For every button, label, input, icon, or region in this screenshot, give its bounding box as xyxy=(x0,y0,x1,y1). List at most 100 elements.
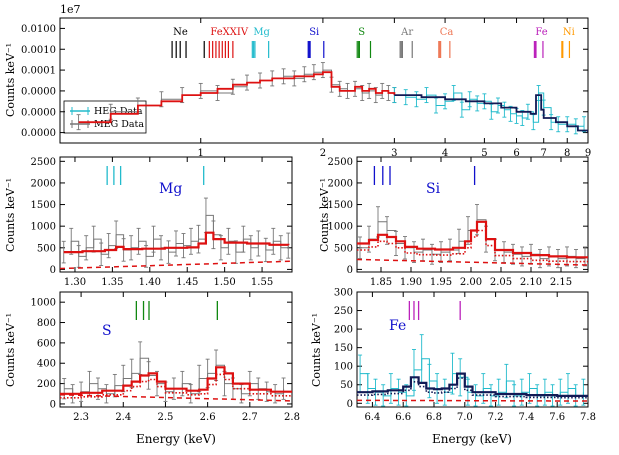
plot-area-s xyxy=(60,341,292,404)
element-label-si: Si xyxy=(309,27,319,38)
element-lines-ni: Ni xyxy=(561,27,575,58)
overview-y-label: Counts keV⁻¹ xyxy=(4,43,17,117)
series-continuum xyxy=(60,260,292,270)
x-tick-label: 2.6 xyxy=(200,412,216,423)
s-x-label: Energy (keV) xyxy=(136,432,216,446)
data-step-line xyxy=(360,219,586,260)
model-dotted-line xyxy=(357,377,588,399)
x-tick-label: 7.8 xyxy=(580,412,596,423)
x-tick-label: 1.40 xyxy=(139,277,161,288)
y-tick-label: 1500 xyxy=(328,200,353,211)
x-tick-label: 2.10 xyxy=(520,277,542,288)
chart-fe: 6.4 6.6 6.8 7.0 7.2 7.4 7.6 7.8 0 50 100 150 200 250 3… xyxy=(334,288,596,424)
element-ticks-fe xyxy=(408,301,461,320)
mg-panel-label: Mg xyxy=(159,181,182,197)
y-tick-label: 0.0000 xyxy=(21,128,56,139)
y-tick-label: 300 xyxy=(334,288,353,299)
x-tick-label: 6.8 xyxy=(426,412,442,423)
s-y-label: Counts keV⁻¹ xyxy=(4,313,17,387)
fe-panel-label: Fe xyxy=(389,318,406,334)
x-tick-label: 1.55 xyxy=(251,277,273,288)
series-heg-model xyxy=(357,372,588,397)
element-ticks-mg xyxy=(106,166,205,185)
y-tick-label: 150 xyxy=(334,343,353,354)
series-model-dotted xyxy=(60,373,292,399)
series-meg-model xyxy=(78,71,396,124)
x-tick-label: 1.45 xyxy=(176,277,198,288)
plot-area-fe xyxy=(357,334,588,407)
x-tick-label: 1.95 xyxy=(430,277,452,288)
plot-area-si xyxy=(357,204,588,269)
fe-x-label: Energy (keV) xyxy=(432,432,512,446)
element-label-mg: Mg xyxy=(253,27,270,38)
y-tick-label: 200 xyxy=(334,325,353,336)
y-tick-label: 50 xyxy=(340,380,353,391)
exponent-label: 1e7 xyxy=(60,3,81,16)
y-tick-label: 1000 xyxy=(328,222,353,233)
element-label-ne: Ne xyxy=(173,27,188,38)
x-tick-label: 4 xyxy=(442,148,448,159)
continuum-dashed-line xyxy=(60,394,292,402)
si-y-label: Counts keV⁻¹ xyxy=(318,178,331,252)
x-tick-label: 7 xyxy=(541,148,547,159)
model-dotted-line xyxy=(357,229,588,263)
y-tick-label: 0 xyxy=(50,265,56,276)
model-step-line xyxy=(357,220,588,259)
y-tick-label: 0.0000 xyxy=(21,107,56,118)
mg-y-label: Counts keV⁻¹ xyxy=(4,178,17,252)
x-tick-label: 1.50 xyxy=(214,277,236,288)
plot-area-mg xyxy=(60,197,292,270)
y-tick-label: 0 xyxy=(347,265,353,276)
y-tick-label: 200 xyxy=(37,379,56,390)
s-panel-label: S xyxy=(102,323,112,339)
element-lines-ar: Ar xyxy=(399,27,413,58)
x-tick-label: 1.90 xyxy=(400,277,422,288)
y-tick-label: 0 xyxy=(347,399,353,410)
chart-si: 1.85 1.90 1.95 2.00 2.05 2.10 2.15 0 500 1000 1500… xyxy=(328,157,588,288)
x-tick-label: 6.6 xyxy=(395,412,411,423)
panel-si: Counts keV⁻¹ Si xyxy=(318,156,589,273)
y-tick-label: 0.0001 xyxy=(21,66,56,77)
element-label-ni: Ni xyxy=(563,27,575,38)
panel-overview-frame xyxy=(59,17,589,144)
y-tick-label: 500 xyxy=(334,243,353,254)
element-label-s: S xyxy=(358,27,365,38)
element-ticks-si xyxy=(373,166,476,185)
element-lines-ne: Ne xyxy=(171,27,205,58)
y-tick-label: 0.0010 xyxy=(21,45,56,56)
element-lines-s: S xyxy=(356,27,372,58)
series-continuum xyxy=(357,258,588,266)
series-heg-data xyxy=(392,85,587,135)
legend-meg-label: MEG Data xyxy=(94,119,144,130)
fe-y-label: Counts keV⁻¹ xyxy=(310,313,323,387)
element-lines-ca: Ca xyxy=(438,27,454,58)
chart-marks: 1 2 3 4 5 6 7 8 9 0.0000 0.0000 0.0000 0.0001 0.0010 0… xyxy=(21,18,596,423)
y-tick-label: 1000 xyxy=(31,298,56,309)
y-tick-label: 1000 xyxy=(31,222,56,233)
panel-s-frame xyxy=(59,291,293,408)
series-meg-model xyxy=(357,220,588,259)
series-meg-model xyxy=(60,366,292,395)
element-lines-fexxiv: FeXXIV xyxy=(208,27,249,58)
x-tick-label: 6.4 xyxy=(364,412,380,423)
model-dotted-line xyxy=(60,373,292,399)
element-label-ca: Ca xyxy=(440,27,454,38)
panel-mg-frame xyxy=(59,156,293,273)
x-tick-label: 7.2 xyxy=(488,412,504,423)
panel-fe-frame xyxy=(356,291,589,408)
panel-mg: Counts keV⁻¹ Mg xyxy=(4,156,293,273)
continuum-dashed-line xyxy=(60,260,292,270)
y-tick-label: 2500 xyxy=(31,157,56,168)
x-tick-label: 1.85 xyxy=(370,277,392,288)
y-tick-label: 1500 xyxy=(31,200,56,211)
y-tick-label: 0 xyxy=(50,399,56,410)
y-tick-label: 400 xyxy=(37,359,56,370)
x-tick-label: 2.5 xyxy=(158,412,174,423)
series-model-dotted xyxy=(357,229,588,263)
y-tick-label: 0.0100 xyxy=(21,24,56,35)
x-tick-label: 6 xyxy=(513,148,519,159)
chart-s: 2.3 2.4 2.5 2.6 2.7 2.8 0 200 400 600 800 1000 xyxy=(31,292,300,423)
panel-si-frame xyxy=(356,156,589,273)
si-panel-label: Si xyxy=(426,181,441,197)
